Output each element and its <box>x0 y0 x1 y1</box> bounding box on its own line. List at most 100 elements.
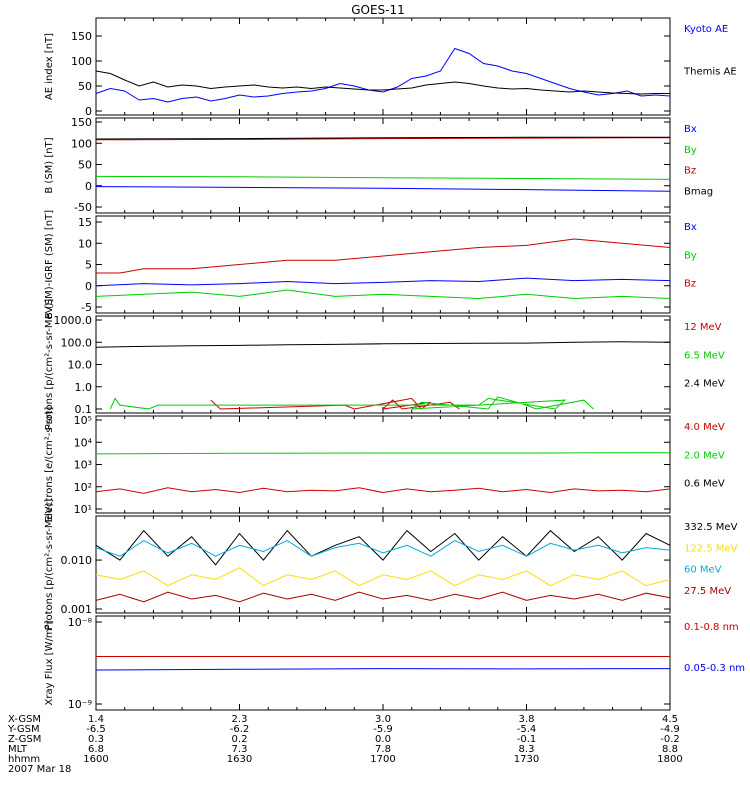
panel-5: 10¹ 10² 10³ 10⁴ 10⁵ Electrons [e/(cm²-s-sr)] 4… <box>44 407 725 523</box>
y-tick-label: 10⁵ <box>74 414 92 427</box>
series-line-2 <box>95 175 671 180</box>
y-tick-label: 10¹ <box>74 503 92 516</box>
panel-frame <box>95 415 671 514</box>
series-line-3 <box>95 540 671 557</box>
y-tick-label: 0 <box>85 180 92 193</box>
panel-frame <box>95 615 671 711</box>
footer-cell: 4.5 <box>662 714 678 725</box>
legend-entry: By <box>684 145 697 156</box>
series-line-2 <box>95 668 671 671</box>
y-axis-label: B (SM)-IGRF (SM) [nT] <box>44 210 55 319</box>
footer-row-label: Y-GSM <box>7 724 40 735</box>
y-tick-label: 0 <box>85 105 92 118</box>
y-tick-label: 10⁴ <box>74 436 93 449</box>
panel-frame <box>95 17 671 116</box>
y-tick-label: 0 <box>85 280 92 293</box>
y-tick-label: -50 <box>74 201 92 214</box>
y-tick-label: -5 <box>81 301 92 314</box>
date-label: 2007 Mar 18 <box>8 764 71 775</box>
y-tick-label: 10² <box>74 481 92 494</box>
footer-cell: 1800 <box>657 754 682 765</box>
legend-entry: 12 MeV <box>684 322 722 333</box>
series-line-3 <box>96 238 671 274</box>
y-tick-label: 15 <box>78 216 92 229</box>
y-tick-label: 150 <box>71 30 92 43</box>
legend-entry: 27.5 MeV <box>684 586 731 597</box>
panel-1: 0 50 100 150 AE index [nT] Kyoto AE Themis AE <box>44 17 737 118</box>
footer-cell: 1600 <box>83 754 108 765</box>
series-line-3 <box>95 137 671 141</box>
y-tick-label: 50 <box>78 159 92 172</box>
panel-7: 10⁻⁸ 10⁻⁹ Xray Flux [W/m²] 0.1-0.8 nm 0.05-0… <box>44 615 745 711</box>
legend-entry: 4.0 MeV <box>684 422 725 433</box>
footer-cell: 7.3 <box>232 744 248 755</box>
legend-entry: 0.05-0.3 nm <box>684 663 745 674</box>
footer-cell: 8.8 <box>662 744 678 755</box>
y-axis-label: AE index [nT] <box>44 33 55 100</box>
panel-3: -5 0 5 10 15 B (SM)-IGRF (SM) [nT] Bx By Bz <box>44 210 697 319</box>
y-axis-label: Electrons [e/(cm²-s-sr)] <box>44 407 55 523</box>
footer-cell: -4.9 <box>660 724 680 735</box>
footer-cell: 3.8 <box>519 714 535 725</box>
legend-entry: Bz <box>684 166 696 177</box>
footer-row-label: hhmm <box>8 754 40 765</box>
plot-title: GOES-11 <box>351 3 405 17</box>
y-tick-label: 10⁻⁸ <box>68 616 93 629</box>
panel-frame <box>95 117 671 214</box>
footer-cell: 1730 <box>514 754 539 765</box>
legend-entry: 2.4 MeV <box>684 379 725 390</box>
series-line-1 <box>210 397 460 410</box>
legend-entry: By <box>684 250 697 261</box>
series-line-1 <box>95 186 671 192</box>
y-tick-label: 5 <box>85 259 92 272</box>
y-tick-label: 100.0 <box>61 336 93 349</box>
footer-cell: -5.9 <box>373 724 393 735</box>
footer-row-label: MLT <box>8 744 28 755</box>
series-line-2 <box>95 567 671 587</box>
series-line-1 <box>95 277 671 287</box>
legend-entry: Bx <box>684 222 697 233</box>
footer-cell: 0.3 <box>88 734 104 745</box>
legend-entry: 122.5 MeV <box>684 543 738 554</box>
legend-entry: 60 MeV <box>684 565 722 576</box>
footer-cell: 1.4 <box>88 714 104 725</box>
series-line-1 <box>95 487 671 494</box>
y-tick-label: 10⁻⁹ <box>68 698 92 711</box>
series-line-1 <box>95 529 671 566</box>
footer-cell: 8.3 <box>519 744 535 755</box>
panel-frame <box>95 315 671 414</box>
legend-entry: Bx <box>684 124 697 135</box>
legend-entry: Bz <box>684 279 696 290</box>
footer-row-label: Z-GSM <box>8 734 41 745</box>
series-line-2 <box>95 452 671 455</box>
panel-6: 0.001 0.010 Protons [p/(cm²-s-sr-MeV)] 332.… <box>44 499 738 631</box>
y-tick-label: 0.001 <box>61 603 93 616</box>
y-tick-label: 150 <box>71 116 92 129</box>
y-axis-label: B (SM) [nT] <box>44 137 55 193</box>
footer-cell: 6.8 <box>88 744 104 755</box>
legend-entry: Themis AE <box>683 67 737 78</box>
footer-cell: 0.0 <box>375 734 391 745</box>
y-tick-label: 50 <box>78 80 92 93</box>
series-line-4 <box>95 591 671 603</box>
y-tick-label: 1.0 <box>75 381 93 394</box>
footer-cell: -5.4 <box>517 724 537 735</box>
footer-cell: 7.8 <box>375 744 391 755</box>
y-tick-label: 100 <box>71 137 92 150</box>
footer-cell: 1700 <box>370 754 395 765</box>
legend-entry: 2.0 MeV <box>684 450 725 461</box>
legend-entry: 0.1-0.8 nm <box>684 622 739 633</box>
y-axis-label: Protons [p/(cm²-s-sr-MeV)] <box>44 499 55 631</box>
series-line-2 <box>95 70 670 95</box>
legend-entry: Kyoto AE <box>684 24 728 35</box>
y-axis-label: Xray Flux [W/m²] <box>44 620 55 705</box>
footer-cell: -6.5 <box>86 724 106 735</box>
y-axis-label: Protons [p/(cm²-s-sr-MeV)] <box>44 299 55 431</box>
legend-entry: Bmag <box>684 186 713 197</box>
series-line-1 <box>95 47 671 103</box>
panel-2: -50 0 50 100 150 B (SM) [nT] Bx By Bz Bmag <box>44 116 713 214</box>
footer-cell: 2.3 <box>232 714 248 725</box>
